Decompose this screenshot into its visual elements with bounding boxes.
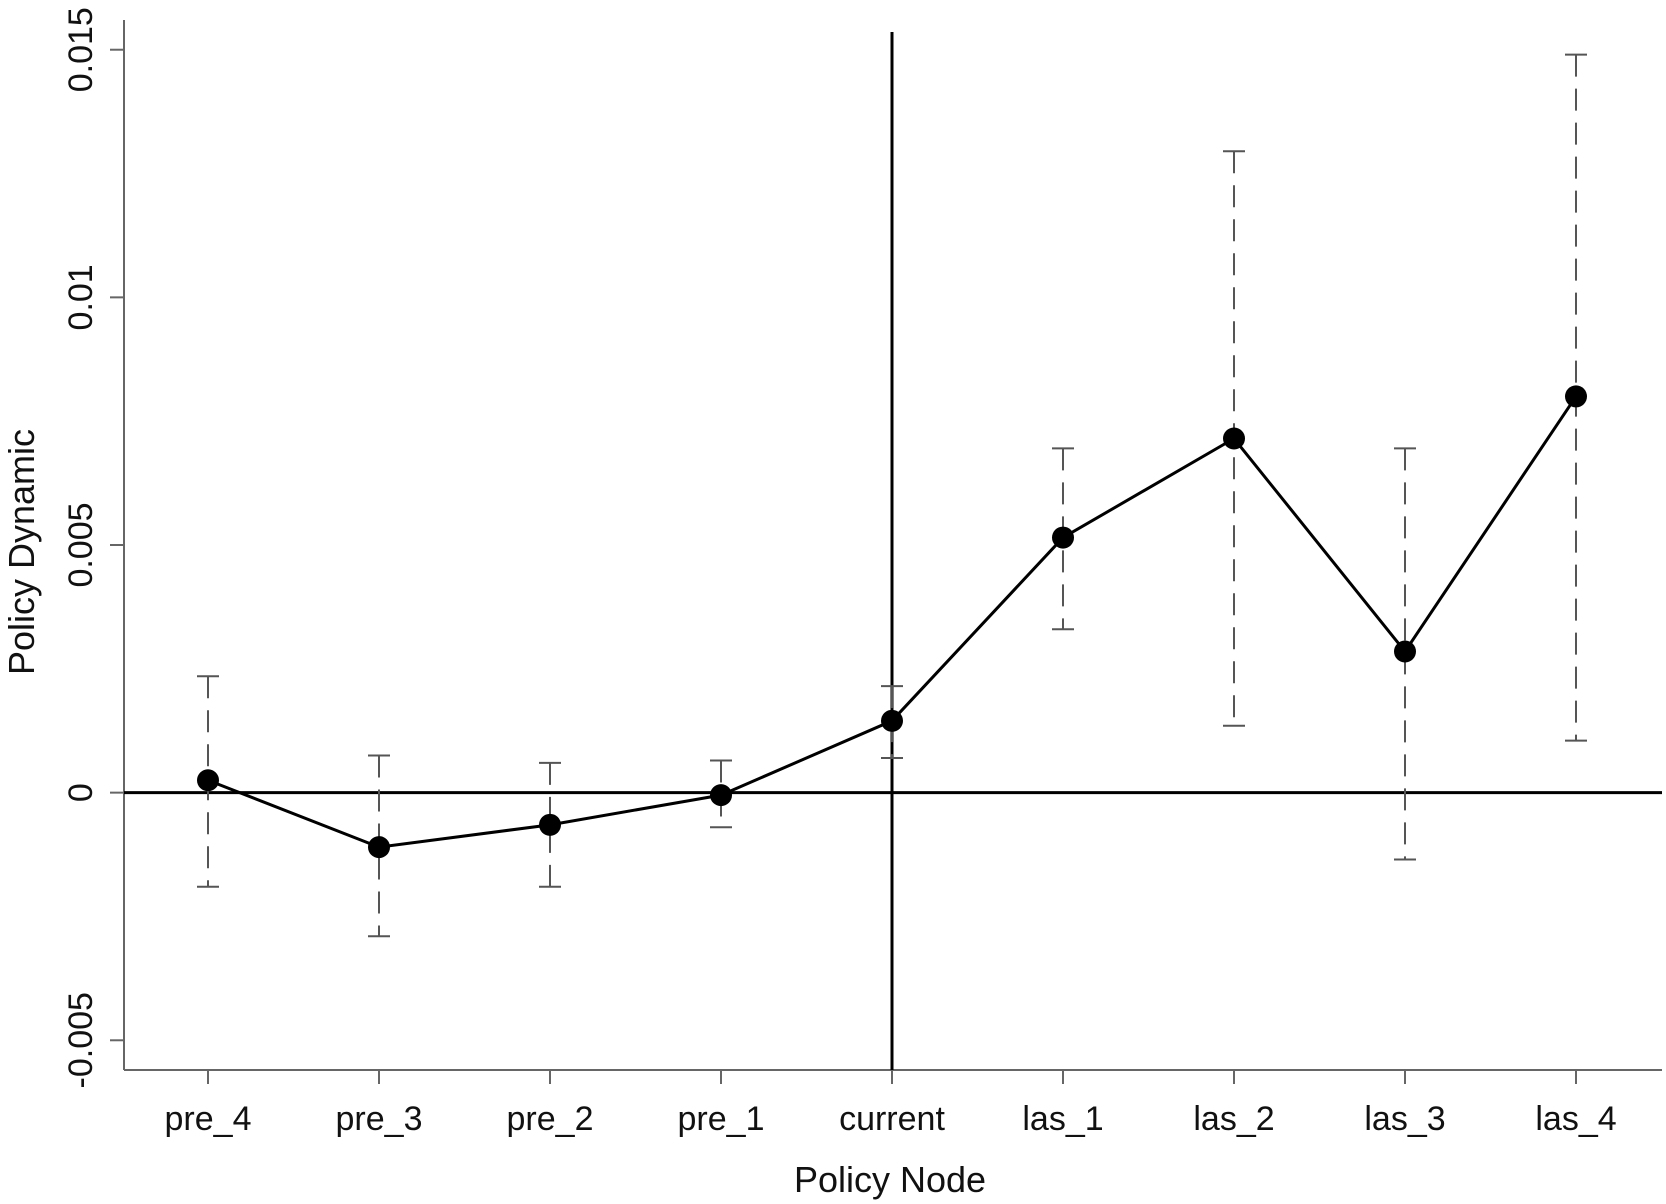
x-tick-label: pre_2: [507, 1100, 594, 1138]
data-point: [197, 769, 219, 792]
x-tick-label: pre_3: [336, 1100, 423, 1138]
y-tick-label: 0: [62, 783, 100, 802]
data-point: [539, 813, 561, 836]
x-tick-label: current: [839, 1100, 945, 1138]
data-point: [881, 709, 903, 732]
data-point: [1394, 640, 1416, 663]
plot-area: -0.005 0 0.005 0.01 0.015 pre_4 pre_3 pre_2 pre_…: [62, 7, 1662, 1138]
x-tick-label: las_2: [1193, 1100, 1274, 1138]
data-point: [710, 784, 732, 807]
data-point: [1223, 427, 1245, 450]
y-axis-title: Policy Dynamic: [1, 429, 42, 675]
data-point: [1565, 385, 1587, 408]
x-tick-label: pre_4: [165, 1100, 252, 1138]
y-tick-label: 0.01: [62, 264, 100, 330]
x-tick-label: las_1: [1022, 1100, 1103, 1138]
data-point: [368, 836, 390, 859]
y-tick-label: 0.005: [62, 502, 100, 587]
y-tick-label: 0.015: [62, 7, 100, 92]
data-point: [1052, 526, 1074, 549]
x-tick-label: las_4: [1535, 1100, 1616, 1138]
x-tick-label: pre_1: [678, 1100, 765, 1138]
x-tick-label: las_3: [1364, 1100, 1445, 1138]
x-axis-title: Policy Node: [794, 1159, 986, 1200]
y-tick-label: -0.005: [62, 992, 100, 1088]
